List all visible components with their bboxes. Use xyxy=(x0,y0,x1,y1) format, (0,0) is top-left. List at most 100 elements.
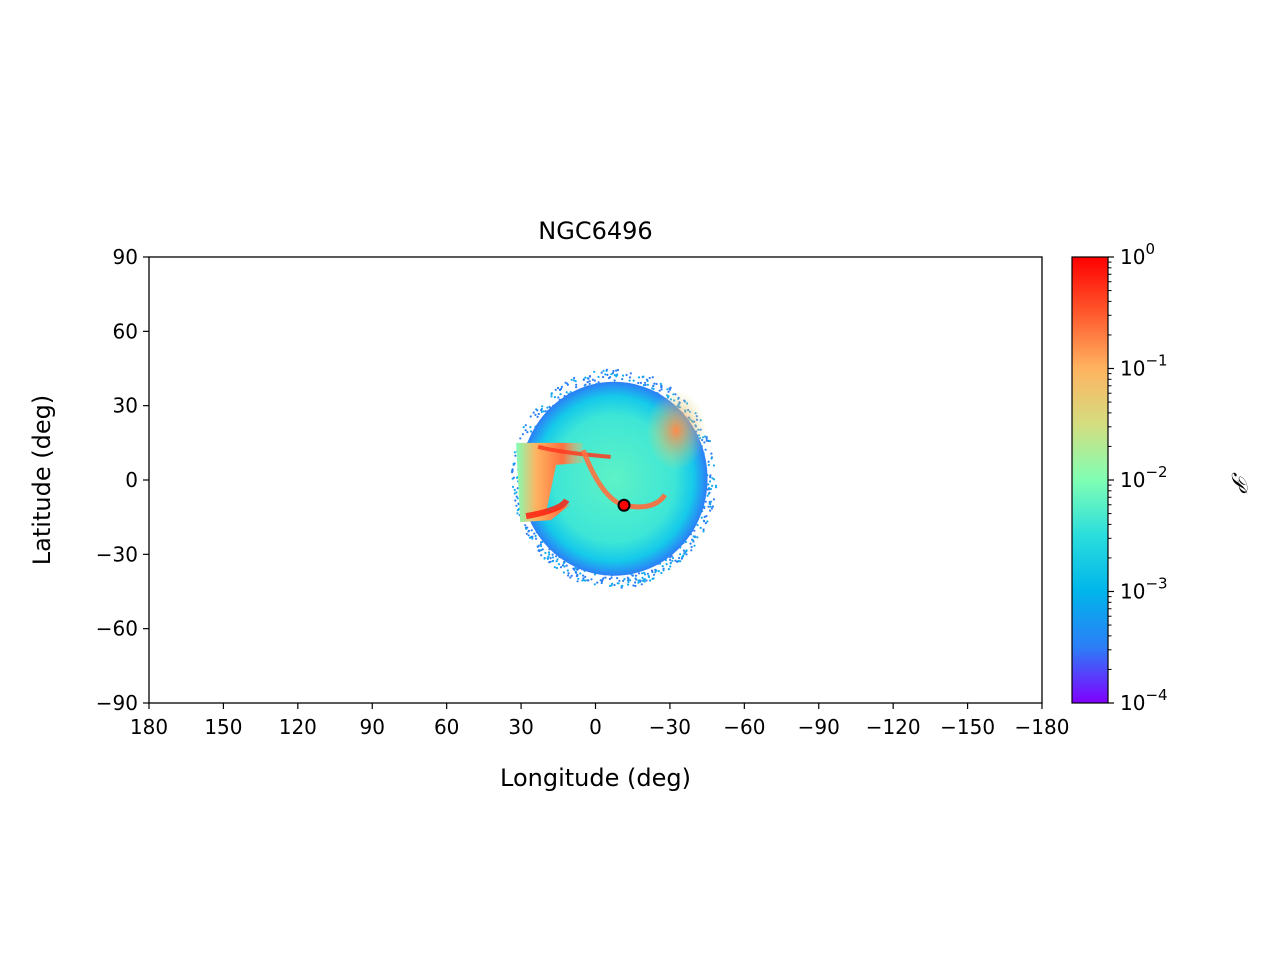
density-point xyxy=(526,431,529,434)
density-point xyxy=(681,555,684,559)
density-point xyxy=(708,502,711,505)
density-point xyxy=(641,576,644,580)
density-point xyxy=(683,552,686,555)
density-point xyxy=(593,573,597,576)
density-point xyxy=(552,556,555,559)
density-point xyxy=(584,575,587,579)
density-point xyxy=(678,556,681,560)
density-point xyxy=(708,500,711,504)
density-point xyxy=(516,512,519,515)
y-axis-label: Latitude (deg) xyxy=(28,395,56,565)
density-point xyxy=(550,393,553,396)
y-tick-label: 30 xyxy=(113,394,138,418)
density-point xyxy=(651,376,654,379)
density-point xyxy=(702,530,705,533)
density-point xyxy=(707,463,710,467)
density-point xyxy=(576,568,579,571)
density-point xyxy=(530,529,533,532)
density-point xyxy=(593,379,596,382)
density-point xyxy=(533,532,536,535)
density-point xyxy=(510,471,514,474)
density-point xyxy=(537,412,540,416)
density-point xyxy=(516,487,519,490)
density-point xyxy=(550,395,553,398)
density-point xyxy=(703,515,706,519)
density-map xyxy=(510,368,718,589)
density-point xyxy=(666,388,669,391)
density-point xyxy=(553,396,557,399)
density-point xyxy=(671,556,675,560)
colorbar-ticks: 100 10−1 10−2 10−3 10−4 xyxy=(1108,240,1168,715)
density-point xyxy=(570,378,573,381)
density-point xyxy=(615,375,618,378)
density-point xyxy=(587,377,590,380)
density-point xyxy=(584,579,587,582)
density-point xyxy=(616,373,619,376)
x-axis-label: Longitude (deg) xyxy=(500,764,691,792)
density-point xyxy=(657,570,661,573)
density-point xyxy=(706,494,709,497)
density-point xyxy=(582,577,585,580)
density-point xyxy=(548,553,551,556)
density-point xyxy=(511,468,514,471)
density-point xyxy=(674,559,677,562)
density-point xyxy=(629,372,632,375)
density-point xyxy=(671,559,674,563)
density-point xyxy=(600,581,603,585)
density-point xyxy=(556,558,559,561)
density-point xyxy=(524,429,527,432)
density-point xyxy=(516,509,520,512)
x-tick-label: 150 xyxy=(204,715,242,739)
density-point xyxy=(655,382,658,386)
density-point xyxy=(637,579,640,582)
density-point xyxy=(645,579,648,582)
density-point xyxy=(573,568,576,571)
density-point xyxy=(540,409,543,412)
density-point xyxy=(536,409,539,412)
x-tick-label: 90 xyxy=(360,715,385,739)
density-point xyxy=(699,526,702,530)
density-point xyxy=(623,578,626,581)
density-point xyxy=(696,524,699,527)
density-point xyxy=(534,534,537,538)
density-point xyxy=(557,396,560,399)
density-point xyxy=(639,381,643,384)
density-point xyxy=(685,550,688,553)
density-point xyxy=(715,486,718,489)
x-tick-label: −60 xyxy=(723,715,765,739)
density-point xyxy=(627,583,630,586)
density-point xyxy=(551,553,554,556)
density-point xyxy=(577,577,580,580)
density-point xyxy=(658,389,661,392)
upper-arc xyxy=(646,390,707,471)
density-point xyxy=(582,378,586,381)
density-point xyxy=(529,426,532,429)
density-point xyxy=(540,545,543,548)
density-point xyxy=(650,569,654,572)
colorbar xyxy=(1071,256,1109,704)
density-point xyxy=(704,448,707,451)
density-point xyxy=(616,577,619,580)
density-point xyxy=(511,485,515,488)
density-point xyxy=(524,524,527,527)
density-point xyxy=(529,415,532,418)
density-point xyxy=(705,439,708,442)
density-point xyxy=(600,371,603,374)
density-point xyxy=(639,579,642,583)
density-point xyxy=(712,464,716,467)
density-point xyxy=(628,379,631,382)
density-point xyxy=(709,487,713,491)
density-point xyxy=(710,507,714,510)
density-point xyxy=(707,483,710,486)
density-point xyxy=(547,555,550,558)
density-point xyxy=(555,566,559,570)
density-point xyxy=(541,540,544,544)
density-point xyxy=(696,536,699,539)
density-point xyxy=(535,537,538,540)
density-point xyxy=(669,562,672,565)
density-point xyxy=(646,572,650,575)
density-point xyxy=(626,576,629,579)
density-point xyxy=(586,579,589,582)
density-point xyxy=(707,460,710,463)
y-tick-label: 60 xyxy=(113,319,138,343)
